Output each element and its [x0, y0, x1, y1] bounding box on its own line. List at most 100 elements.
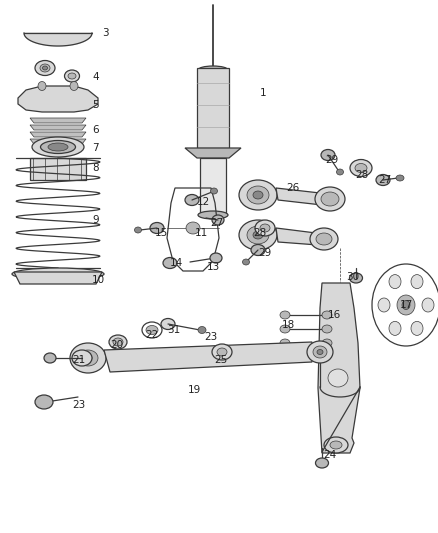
Ellipse shape: [322, 339, 332, 347]
Ellipse shape: [397, 295, 415, 315]
Text: 23: 23: [204, 332, 217, 342]
Ellipse shape: [210, 253, 222, 263]
Ellipse shape: [307, 341, 333, 363]
Ellipse shape: [38, 82, 46, 91]
Text: 8: 8: [92, 163, 99, 173]
Text: 28: 28: [253, 228, 266, 238]
Polygon shape: [318, 283, 360, 453]
Ellipse shape: [150, 222, 164, 233]
Ellipse shape: [146, 326, 158, 335]
Text: 18: 18: [282, 320, 295, 330]
Polygon shape: [14, 272, 102, 284]
Ellipse shape: [321, 192, 339, 206]
Polygon shape: [185, 148, 241, 158]
Ellipse shape: [316, 233, 332, 245]
Ellipse shape: [72, 350, 92, 366]
Ellipse shape: [247, 186, 269, 204]
Polygon shape: [30, 118, 86, 123]
Text: 5: 5: [92, 100, 99, 110]
Text: 27: 27: [378, 175, 391, 185]
Text: 27: 27: [210, 218, 223, 228]
Bar: [200, 158, 226, 215]
Text: 4: 4: [92, 72, 99, 82]
Text: 26: 26: [286, 183, 299, 193]
Ellipse shape: [70, 82, 78, 91]
Ellipse shape: [40, 64, 50, 72]
Ellipse shape: [253, 191, 263, 199]
Ellipse shape: [376, 174, 390, 185]
Ellipse shape: [317, 350, 323, 354]
Text: 28: 28: [355, 170, 368, 180]
Ellipse shape: [280, 339, 290, 347]
Text: 24: 24: [323, 450, 336, 460]
Ellipse shape: [402, 301, 410, 310]
Ellipse shape: [324, 437, 348, 453]
Ellipse shape: [315, 458, 328, 468]
Ellipse shape: [322, 311, 332, 319]
Ellipse shape: [35, 61, 55, 76]
Ellipse shape: [336, 169, 343, 175]
Ellipse shape: [68, 73, 76, 79]
Text: 9: 9: [92, 215, 99, 225]
Polygon shape: [24, 33, 92, 46]
Ellipse shape: [48, 143, 68, 151]
Ellipse shape: [35, 395, 53, 409]
Ellipse shape: [163, 257, 177, 269]
Text: 21: 21: [72, 355, 85, 365]
Polygon shape: [104, 342, 312, 372]
Ellipse shape: [212, 215, 224, 225]
Text: 29: 29: [325, 155, 338, 165]
Bar: [197, 68, 229, 148]
Polygon shape: [276, 188, 322, 205]
Polygon shape: [30, 132, 86, 137]
Text: 10: 10: [92, 275, 105, 285]
Text: 6: 6: [92, 125, 99, 135]
Ellipse shape: [389, 321, 401, 335]
Ellipse shape: [217, 348, 227, 356]
Text: 25: 25: [214, 355, 227, 365]
Ellipse shape: [350, 273, 363, 283]
Ellipse shape: [315, 187, 345, 211]
Polygon shape: [276, 228, 318, 245]
Ellipse shape: [396, 175, 404, 181]
Ellipse shape: [389, 274, 401, 288]
Ellipse shape: [113, 338, 123, 346]
Ellipse shape: [78, 350, 98, 366]
Ellipse shape: [109, 335, 127, 349]
Ellipse shape: [161, 319, 175, 329]
Ellipse shape: [260, 224, 270, 232]
Text: 31: 31: [167, 325, 180, 335]
Ellipse shape: [422, 298, 434, 312]
Ellipse shape: [411, 274, 423, 288]
Ellipse shape: [251, 245, 265, 255]
Ellipse shape: [64, 70, 80, 82]
Polygon shape: [30, 139, 86, 144]
Ellipse shape: [280, 311, 290, 319]
Ellipse shape: [411, 321, 423, 335]
Ellipse shape: [378, 298, 390, 312]
Polygon shape: [30, 125, 86, 130]
Ellipse shape: [185, 195, 199, 206]
Ellipse shape: [40, 141, 75, 154]
Text: 20: 20: [110, 340, 123, 350]
Text: 29: 29: [258, 248, 271, 258]
Ellipse shape: [280, 325, 290, 333]
Ellipse shape: [355, 164, 367, 173]
Ellipse shape: [330, 441, 342, 449]
Ellipse shape: [198, 211, 228, 219]
Text: 14: 14: [170, 258, 183, 268]
Text: 1: 1: [260, 88, 267, 98]
Ellipse shape: [253, 231, 263, 239]
Ellipse shape: [243, 259, 250, 265]
Text: 23: 23: [72, 400, 85, 410]
Text: 3: 3: [102, 28, 109, 38]
Ellipse shape: [255, 220, 275, 236]
Polygon shape: [18, 86, 98, 112]
Bar: [30, 158, 86, 180]
Text: 11: 11: [195, 228, 208, 238]
Text: 16: 16: [328, 310, 341, 320]
Ellipse shape: [350, 159, 372, 176]
Ellipse shape: [313, 346, 327, 358]
Text: 12: 12: [197, 197, 210, 207]
Ellipse shape: [328, 369, 348, 387]
